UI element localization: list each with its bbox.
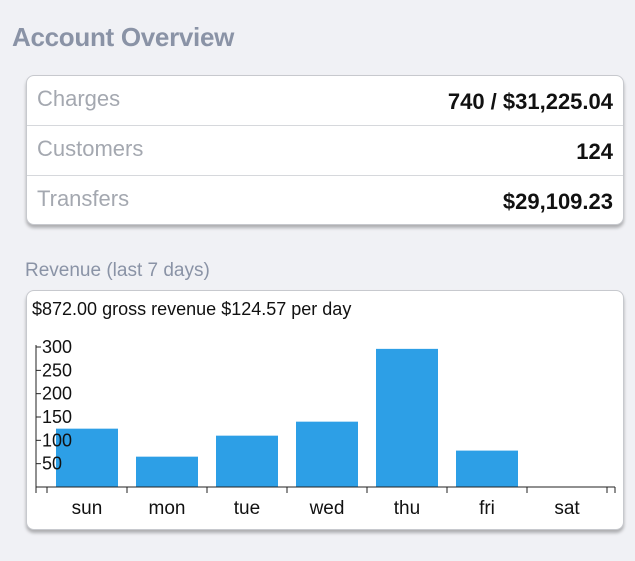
bar-mon [136, 456, 198, 487]
bars-layer [56, 348, 518, 487]
charges-value: 740 / $31,225.04 [447, 89, 613, 114]
y-tick-label: 300 [42, 337, 72, 357]
bar-tue [216, 435, 278, 487]
axis-layer: 50 100 150 200 250 300 sun mon tue wed thu fri sat [35, 337, 616, 519]
revenue-bar-chart: 50 100 150 200 250 300 sun mon tue wed thu fri sat [35, 337, 616, 519]
bar-thu [376, 348, 438, 487]
per-day-value: $124.57 [221, 299, 287, 319]
account-summary-card: Charges 740 / $31,225.04 Customers 124 T… [26, 75, 624, 225]
bar-wed [296, 421, 358, 487]
revenue-chart-card: $872.00 gross revenue $124.57 per day 50… [26, 290, 624, 530]
y-tick-label: 100 [42, 430, 72, 450]
revenue-summary: $872.00 gross revenue $124.57 per day [32, 299, 351, 320]
x-category-label: thu [394, 498, 420, 519]
summary-row-transfers[interactable]: Transfers $29,109.23 [27, 176, 623, 224]
per-day-label: per day [291, 299, 352, 319]
y-tick-label: 200 [42, 384, 72, 404]
y-tick-label: 250 [42, 360, 72, 380]
summary-row-customers[interactable]: Customers 124 [27, 126, 623, 176]
gross-revenue-value: $872.00 [32, 299, 98, 319]
charges-label: Charges [37, 86, 121, 111]
y-tick-label: 50 [42, 454, 62, 474]
transfers-label: Transfers [37, 186, 130, 211]
transfers-value: $29,109.23 [502, 189, 613, 214]
x-category-label: tue [234, 498, 260, 519]
bar-sun [56, 428, 118, 487]
revenue-section-title: Revenue (last 7 days) [25, 260, 210, 281]
y-tick-label: 150 [42, 407, 72, 427]
summary-row-charges[interactable]: Charges 740 / $31,225.04 [27, 76, 623, 126]
x-category-label: mon [149, 498, 186, 519]
x-category-label: sat [554, 498, 580, 519]
gross-revenue-label: gross revenue [102, 299, 217, 319]
customers-value: 124 [576, 139, 613, 164]
x-category-label: sun [72, 498, 103, 519]
x-category-label: wed [309, 498, 345, 519]
page-title: Account Overview [12, 22, 235, 52]
x-category-label: fri [479, 498, 495, 519]
bar-fri [456, 450, 518, 487]
customers-label: Customers [37, 136, 144, 161]
